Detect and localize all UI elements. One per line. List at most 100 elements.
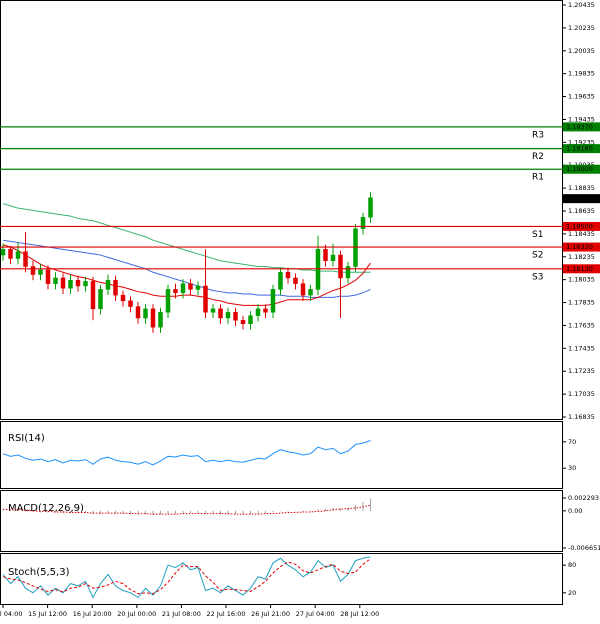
y-tick-label: 0.00: [568, 507, 582, 515]
histogram-bar: [25, 510, 26, 512]
candle-body: [60, 277, 66, 289]
candle-body: [30, 266, 36, 275]
histogram-bar: [287, 510, 289, 512]
histogram-bar: [370, 498, 371, 511]
y-tick-label: 80: [568, 561, 576, 569]
panel-title: RSI(14): [8, 433, 45, 444]
histogram-bar: [197, 510, 199, 514]
y-tick-label: 70: [568, 438, 576, 446]
candle-body: [113, 279, 118, 296]
histogram-bar: [152, 510, 154, 516]
candle-body: [128, 300, 133, 307]
y-tick-label: 30: [568, 464, 576, 472]
histogram-bar: [362, 501, 364, 511]
candle-body: [323, 249, 328, 262]
candle-body: [188, 283, 193, 290]
candle-body: [248, 315, 253, 324]
histogram-bar: [265, 510, 266, 514]
histogram-bar: [77, 510, 79, 514]
level-tag-label: 1.18500: [566, 222, 593, 230]
candle-body: [255, 308, 261, 316]
y-tick-label: 1.20035: [568, 47, 595, 55]
candle-body: [345, 266, 351, 279]
histogram-bar: [70, 510, 71, 514]
candle-body: [68, 279, 73, 289]
histogram-bar: [257, 510, 259, 514]
histogram-bar: [167, 510, 169, 514]
histogram-bar: [205, 510, 206, 514]
candle-body: [83, 281, 88, 287]
level-tag-label: 1.19000: [566, 165, 593, 173]
histogram-bar: [55, 510, 56, 513]
y-tick-label: 1.19635: [568, 93, 595, 101]
y-tick-label: 1.18635: [568, 207, 595, 215]
y-tick-label: 1.18035: [568, 276, 595, 284]
histogram-bar: [235, 510, 236, 515]
indicator-line: [2, 504, 371, 515]
candle-body: [23, 251, 28, 267]
candle-body: [158, 312, 163, 328]
histogram-bar: [317, 509, 319, 511]
y-tick-label: -0.006651: [568, 544, 600, 552]
y-tick-label: 1.18435: [568, 230, 595, 238]
x-tick-label: 16 Jul 20:00: [73, 610, 112, 618]
histogram-bar: [107, 510, 109, 514]
histogram-bar: [227, 510, 229, 515]
candle-body: [165, 289, 171, 313]
rsi-panel: [0, 421, 563, 489]
histogram-bar: [175, 510, 176, 514]
candle-body: [300, 283, 306, 296]
level-name: S3: [532, 272, 543, 282]
y-tick-label: 1.17235: [568, 367, 595, 375]
candle-body: [45, 269, 51, 284]
histogram-bar: [302, 510, 304, 512]
candle-body: [53, 277, 58, 284]
y-tick-label: 1.18835: [568, 184, 595, 192]
x-tick-label: 22 Jul 16:00: [207, 610, 246, 618]
candle-body: [368, 197, 373, 218]
histogram-bar: [347, 507, 349, 511]
x-tick-label: 26 Jul 21:00: [251, 610, 290, 618]
candle-body: [120, 294, 126, 302]
x-tick-label: 15 Jul 12:00: [28, 610, 67, 618]
candle-body: [105, 279, 111, 290]
histogram-bar: [160, 510, 161, 515]
candle-body: [90, 281, 96, 310]
level-tag: [563, 122, 600, 132]
candle-body: [308, 289, 313, 296]
histogram-bar: [85, 510, 86, 514]
macd-panel: [0, 490, 563, 552]
x-tick-label: 14 Jul 04:00: [0, 610, 22, 618]
candle-body: [143, 308, 148, 319]
candle-body: [38, 269, 43, 275]
histogram-bar: [272, 510, 274, 513]
histogram-bar: [2, 509, 4, 511]
histogram-bar: [182, 510, 184, 514]
candle-body: [233, 312, 238, 321]
level-tag-label: 1.18320: [566, 243, 593, 251]
candle-body: [98, 289, 103, 310]
panel-title: MACD(12,26,9): [8, 503, 84, 514]
y-tick-label: 1.17835: [568, 299, 595, 307]
level-name: R3: [532, 130, 544, 140]
x-tick-label: 20 Jul 00:00: [117, 610, 156, 618]
y-tick-label: 1.17435: [568, 344, 595, 352]
indicator-line: [2, 440, 371, 466]
level-tag-label: 1.18130: [566, 265, 593, 273]
histogram-bar: [145, 510, 146, 515]
stoch-panel: [0, 553, 563, 605]
histogram-bar: [325, 508, 326, 511]
candle-body: [360, 217, 366, 229]
level-name: S1: [532, 230, 543, 240]
candle-body: [285, 271, 291, 279]
histogram-bar: [242, 510, 244, 515]
y-tick-label: 1.18235: [568, 253, 595, 261]
y-tick-label: 1.20235: [568, 24, 595, 32]
x-tick-label: 21 Jul 08:00: [162, 610, 201, 618]
histogram-bar: [220, 510, 221, 515]
y-tick-label: 0.002293: [568, 494, 599, 502]
y-tick-label: 1.20435: [568, 1, 595, 9]
y-tick-label: 1.17635: [568, 321, 595, 329]
candle-body: [330, 254, 336, 262]
